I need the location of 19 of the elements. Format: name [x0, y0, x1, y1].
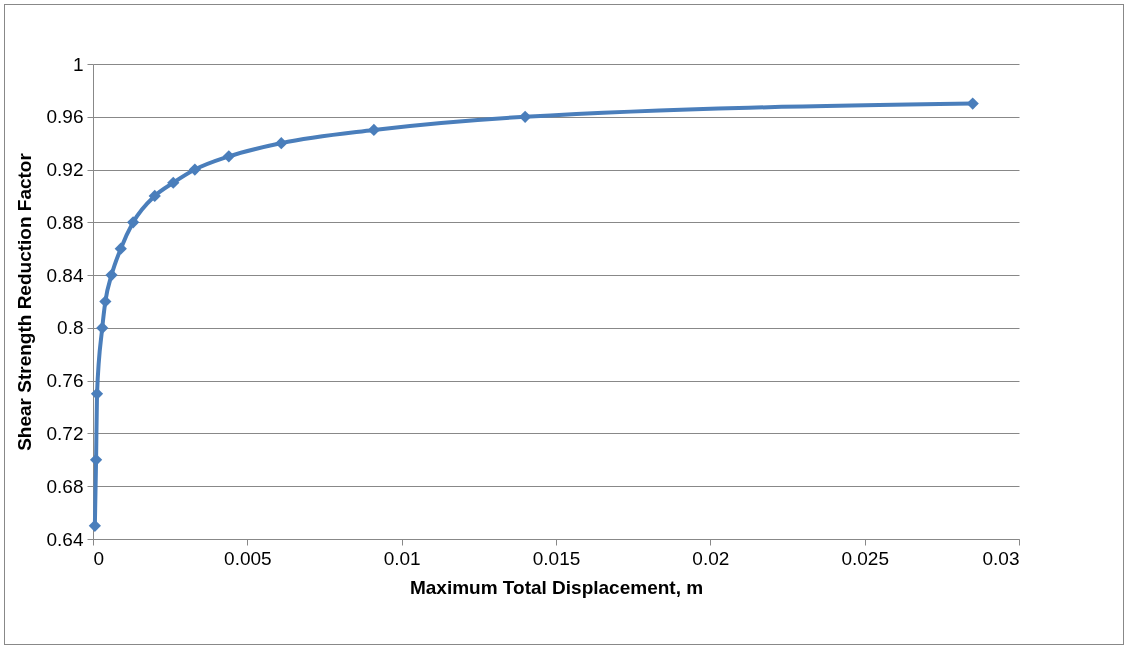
x-tick-label: 0.02: [692, 547, 730, 569]
y-tick-label: 0.96: [46, 106, 84, 128]
x-tick-label: 0: [93, 547, 105, 569]
x-axis-title: Maximum Total Displacement, m: [409, 576, 704, 598]
y-tick-label: 0.88: [46, 211, 84, 233]
x-tick-label: 0.03: [982, 547, 1020, 569]
y-tick-label: 0.64: [46, 528, 84, 550]
x-tick-label: 0.005: [224, 547, 272, 569]
x-tick-label: 0.01: [383, 547, 421, 569]
y-tick-label: 0.92: [46, 159, 84, 181]
y-tick-label: 0.68: [46, 475, 84, 497]
y-tick-label: 0.84: [46, 264, 84, 286]
x-tick-label: 0.025: [841, 547, 889, 569]
x-tick-label: 0.015: [532, 547, 581, 569]
y-tick-label: 0.8: [57, 317, 84, 339]
y-axis-title: Shear Strength Reduction Factor: [13, 152, 35, 451]
y-tick-label: 0.72: [46, 422, 84, 444]
y-tick-label: 1: [72, 53, 84, 75]
y-tick-label: 0.76: [46, 370, 84, 392]
